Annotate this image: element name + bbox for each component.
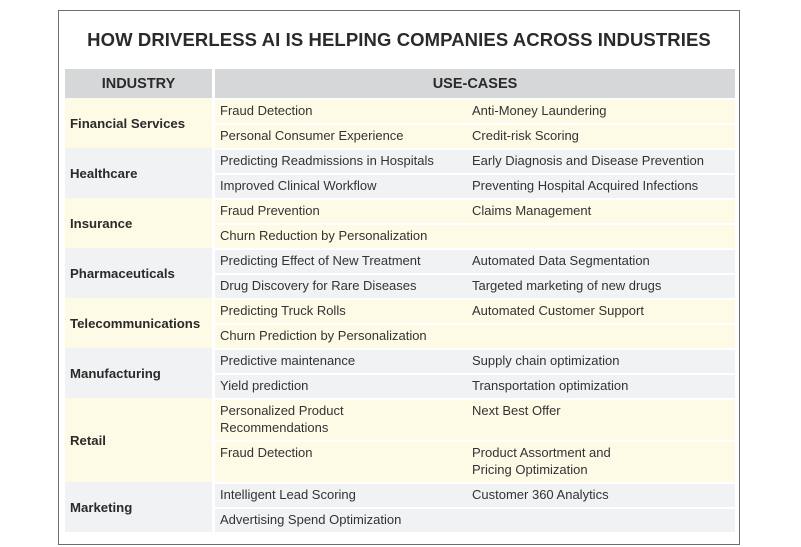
- use-case-cell: Claims Management: [467, 200, 735, 223]
- use-case-cell: Fraud Prevention: [215, 200, 467, 223]
- use-case-cell: Predicting Effect of New Treatment: [215, 250, 467, 273]
- table-row: Personalized Product Recommendations Next …: [215, 400, 735, 440]
- industry-name: Marketing: [65, 482, 212, 532]
- industry-table: INDUSTRY USE-CASES Financial Services Fra…: [65, 69, 735, 532]
- industry-group-marketing: Marketing Intelligent Lead Scoring Custome…: [65, 482, 735, 532]
- use-case-cell: Yield prediction: [215, 375, 467, 398]
- industry-group-pharmaceuticals: Pharmaceuticals Predicting Effect of New …: [65, 248, 735, 298]
- industry-group-financial-services: Financial Services Fraud Detection Anti-Mo…: [65, 98, 735, 148]
- table-row: Personal Consumer Experience Credit-risk …: [215, 125, 735, 148]
- industry-name: Insurance: [65, 198, 212, 248]
- industry-group-healthcare: Healthcare Predicting Readmissions in Hos…: [65, 148, 735, 198]
- table-row: Drug Discovery for Rare Diseases Targeted…: [215, 275, 735, 298]
- table-row: Fraud Detection Product Assortment and Pri…: [215, 442, 735, 482]
- table-row: Improved Clinical Workflow Preventing Hos…: [215, 175, 735, 198]
- table-row: Predictive maintenance Supply chain optim…: [215, 350, 735, 373]
- header-use-cases: USE-CASES: [215, 69, 735, 98]
- use-case-rows: Fraud Prevention Claims Management Churn R…: [215, 198, 735, 248]
- industry-name: Telecommunications: [65, 298, 212, 348]
- use-case-cell: Credit-risk Scoring: [467, 125, 735, 148]
- table-row: Advertising Spend Optimization: [215, 509, 735, 532]
- use-case-cell: Predictive maintenance: [215, 350, 467, 373]
- table-body: Financial Services Fraud Detection Anti-Mo…: [65, 98, 735, 532]
- use-case-cell: Automated Data Segmentation: [467, 250, 735, 273]
- industry-group-retail: Retail Personalized Product Recommendation…: [65, 398, 735, 482]
- use-case-cell: Supply chain optimization: [467, 350, 735, 373]
- industry-group-insurance: Insurance Fraud Prevention Claims Manageme…: [65, 198, 735, 248]
- table-row: Intelligent Lead Scoring Customer 360 Ana…: [215, 484, 735, 507]
- use-case-cell: Customer 360 Analytics: [467, 484, 735, 507]
- industry-name: Retail: [65, 398, 212, 482]
- use-case-cell: Targeted marketing of new drugs: [467, 275, 735, 298]
- industry-group-telecommunications: Telecommunications Predicting Truck Rolls…: [65, 298, 735, 348]
- use-case-rows: Predictive maintenance Supply chain optim…: [215, 348, 735, 398]
- industry-name: Pharmaceuticals: [65, 248, 212, 298]
- page-title: HOW DRIVERLESS AI IS HELPING COMPANIES A…: [87, 29, 711, 50]
- use-case-cell: Fraud Detection: [215, 442, 467, 482]
- use-case-cell: Preventing Hospital Acquired Infections: [467, 175, 735, 198]
- use-case-cell: Personalized Product Recommendations: [215, 400, 467, 440]
- use-case-cell: Personal Consumer Experience: [215, 125, 467, 148]
- use-case-rows: Fraud Detection Anti-Money Laundering Pers…: [215, 98, 735, 148]
- use-case-cell: [467, 509, 735, 532]
- table-row: Predicting Effect of New Treatment Automa…: [215, 250, 735, 273]
- use-case-rows: Intelligent Lead Scoring Customer 360 Ana…: [215, 482, 735, 532]
- use-case-cell: Intelligent Lead Scoring: [215, 484, 467, 507]
- table-row: Fraud Prevention Claims Management: [215, 200, 735, 223]
- industry-group-manufacturing: Manufacturing Predictive maintenance Suppl…: [65, 348, 735, 398]
- header-industry: INDUSTRY: [65, 69, 212, 98]
- table-header: INDUSTRY USE-CASES: [65, 69, 735, 98]
- use-case-cell: Predicting Readmissions in Hospitals: [215, 150, 467, 173]
- use-case-cell: Drug Discovery for Rare Diseases: [215, 275, 467, 298]
- industry-name: Financial Services: [65, 98, 212, 148]
- use-case-cell: [467, 325, 735, 348]
- use-case-cell: Churn Reduction by Personalization: [215, 225, 467, 248]
- use-case-cell: [467, 225, 735, 248]
- use-case-cell: Churn Prediction by Personalization: [215, 325, 467, 348]
- use-case-cell: Product Assortment and Pricing Optimizati…: [467, 442, 735, 482]
- use-case-cell: Advertising Spend Optimization: [215, 509, 467, 532]
- use-case-rows: Predicting Effect of New Treatment Automa…: [215, 248, 735, 298]
- use-case-cell: Early Diagnosis and Disease Prevention: [467, 150, 735, 173]
- table-row: Yield prediction Transportation optimizat…: [215, 375, 735, 398]
- industry-name: Healthcare: [65, 148, 212, 198]
- use-case-rows: Personalized Product Recommendations Next …: [215, 398, 735, 482]
- table-row: Churn Prediction by Personalization: [215, 325, 735, 348]
- use-case-cell: Fraud Detection: [215, 100, 467, 123]
- use-case-cell: Automated Customer Support: [467, 300, 735, 323]
- use-case-rows: Predicting Readmissions in Hospitals Earl…: [215, 148, 735, 198]
- table-row: Churn Reduction by Personalization: [215, 225, 735, 248]
- use-case-cell: Anti-Money Laundering: [467, 100, 735, 123]
- infographic-frame: HOW DRIVERLESS AI IS HELPING COMPANIES A…: [58, 10, 740, 545]
- use-case-rows: Predicting Truck Rolls Automated Customer…: [215, 298, 735, 348]
- use-case-cell: Transportation optimization: [467, 375, 735, 398]
- table-row: Fraud Detection Anti-Money Laundering: [215, 100, 735, 123]
- use-case-cell: Improved Clinical Workflow: [215, 175, 467, 198]
- table-row: Predicting Truck Rolls Automated Customer…: [215, 300, 735, 323]
- use-case-cell: Next Best Offer: [467, 400, 735, 440]
- table-row: Predicting Readmissions in Hospitals Earl…: [215, 150, 735, 173]
- industry-name: Manufacturing: [65, 348, 212, 398]
- use-case-cell: Predicting Truck Rolls: [215, 300, 467, 323]
